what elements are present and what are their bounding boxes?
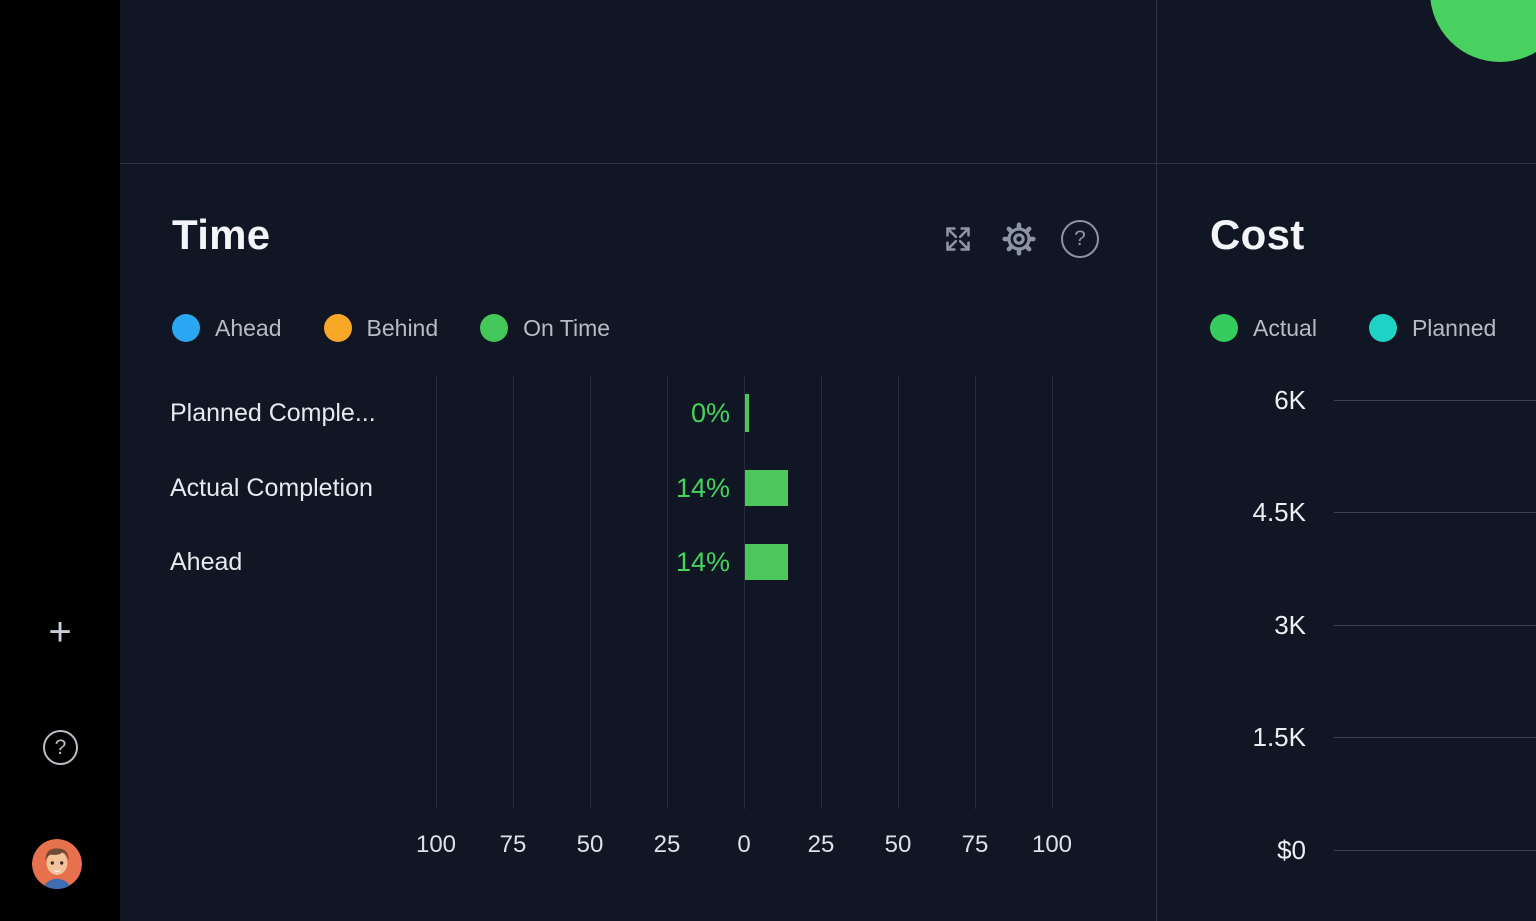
cost-y-tick-label: 1.5K bbox=[1252, 722, 1307, 752]
panel-divider-horizontal bbox=[120, 163, 1536, 164]
cost-grid-line bbox=[1334, 737, 1536, 738]
time-grid-line bbox=[590, 376, 591, 809]
time-bar[interactable] bbox=[745, 544, 788, 580]
corner-green-circle bbox=[1430, 0, 1536, 62]
cost-legend: Actual Planned bbox=[1210, 313, 1496, 343]
time-x-tick-label: 50 bbox=[576, 831, 604, 858]
time-x-tick-label: 100 bbox=[1031, 831, 1073, 858]
cost-grid-line bbox=[1334, 849, 1536, 851]
cost-axis-row: 4.5K bbox=[1157, 497, 1536, 529]
time-grid-line bbox=[667, 376, 668, 809]
legend-dot-icon bbox=[1368, 314, 1397, 342]
time-x-tick-label: 75 bbox=[499, 831, 527, 858]
time-x-tick-label: 0 bbox=[737, 831, 751, 858]
time-grid-line bbox=[821, 376, 822, 809]
time-row-value: 14% bbox=[675, 546, 730, 577]
legend-item-label: Planned bbox=[1411, 314, 1497, 341]
cost-panel: Cost Actual Planned 6K 4.5K 3K 1.5K $0 bbox=[1157, 163, 1536, 921]
time-bar[interactable] bbox=[745, 470, 788, 506]
legend-item-on-time[interactable]: On Time bbox=[480, 314, 610, 342]
time-grid-line bbox=[744, 376, 745, 809]
cost-axis-row: $0 bbox=[1157, 834, 1536, 866]
cost-y-tick-label: 4.5K bbox=[1252, 497, 1307, 527]
cost-y-tick-label: 3K bbox=[1274, 609, 1306, 640]
time-x-tick-label: 75 bbox=[961, 831, 989, 858]
cost-grid-line bbox=[1334, 624, 1536, 626]
time-x-tick-label: 50 bbox=[884, 831, 912, 858]
time-row-label: Actual Completion bbox=[170, 473, 373, 502]
time-grid-line bbox=[975, 376, 976, 809]
time-grid-line bbox=[513, 376, 514, 809]
legend-dot-icon bbox=[1210, 314, 1238, 342]
cost-axis-row: 1.5K bbox=[1157, 722, 1536, 754]
cost-y-tick-label: 6K bbox=[1274, 384, 1306, 415]
time-row-value: 14% bbox=[675, 472, 730, 503]
legend-item-actual[interactable]: Actual bbox=[1210, 314, 1317, 342]
panel-divider-vertical bbox=[1156, 0, 1157, 921]
legend-dot-icon bbox=[172, 314, 200, 342]
time-x-tick-label: 25 bbox=[653, 831, 681, 858]
add-button[interactable]: + bbox=[48, 609, 72, 654]
time-row-label: Planned Comple... bbox=[170, 398, 376, 427]
time-panel: Time ? Ahe bbox=[120, 163, 1156, 921]
avatar-illustration bbox=[32, 839, 82, 889]
cost-grid-line bbox=[1334, 399, 1536, 401]
legend-item-label: Ahead bbox=[215, 314, 282, 341]
help-icon-glyph: ? bbox=[1061, 220, 1099, 258]
time-grid-line bbox=[1052, 376, 1053, 809]
time-grid-line bbox=[898, 376, 899, 809]
legend-dot-icon bbox=[480, 314, 509, 342]
expand-icon[interactable] bbox=[938, 219, 978, 259]
legend-item-ahead[interactable]: Ahead bbox=[172, 314, 282, 342]
time-row-value: 0% bbox=[690, 397, 730, 428]
cost-grid-line bbox=[1334, 512, 1536, 513]
sidebar-help-icon[interactable]: ? bbox=[43, 730, 78, 765]
cost-axis-row: 6K bbox=[1157, 384, 1536, 416]
cost-panel-title: Cost bbox=[1210, 211, 1305, 258]
cost-axis-row: 3K bbox=[1157, 609, 1536, 641]
time-legend: Ahead Behind On Time bbox=[172, 313, 610, 343]
legend-item-label: Behind bbox=[366, 314, 439, 341]
time-x-tick-label: 100 bbox=[415, 831, 457, 858]
cost-y-tick-label: $0 bbox=[1277, 834, 1306, 865]
time-grid-line bbox=[436, 376, 437, 809]
time-panel-toolbar: ? bbox=[938, 218, 1100, 260]
legend-dot-icon bbox=[323, 314, 352, 342]
legend-item-behind[interactable]: Behind bbox=[323, 314, 439, 342]
app-sidebar: + ? bbox=[0, 0, 120, 921]
settings-icon[interactable] bbox=[999, 219, 1039, 259]
legend-item-planned[interactable]: Planned bbox=[1368, 314, 1497, 342]
time-bar[interactable] bbox=[745, 394, 749, 432]
legend-item-label: On Time bbox=[523, 314, 611, 341]
time-panel-title: Time bbox=[172, 211, 271, 258]
legend-item-label: Actual bbox=[1253, 314, 1317, 341]
time-x-tick-label: 25 bbox=[807, 831, 835, 858]
time-row-label: Ahead bbox=[170, 547, 243, 576]
user-avatar[interactable] bbox=[32, 839, 82, 889]
help-icon[interactable]: ? bbox=[1060, 219, 1100, 259]
